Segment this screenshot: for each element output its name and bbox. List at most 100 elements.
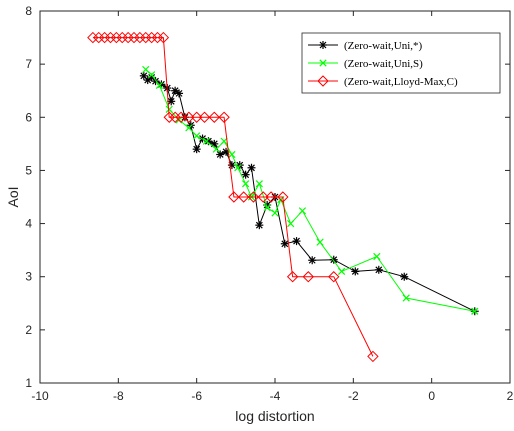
series-2-point (287, 219, 295, 228)
series-3-point (163, 111, 175, 123)
series-2-point-stroke (263, 204, 271, 212)
series-3-point-shape (93, 31, 105, 44)
series-1-point (241, 170, 250, 179)
series-3-point (237, 191, 250, 203)
series-3-point-shape (247, 191, 260, 203)
series-2-point-stroke (373, 252, 381, 261)
series-2-point-stroke (287, 219, 295, 228)
series-3-point-shape (257, 191, 269, 203)
series-2-point-stroke (193, 132, 201, 140)
series-3-line (92, 37, 374, 357)
legend-label-2: (Zero-wait,Uni,S) (344, 58, 423, 70)
legend-swatch-marker-3-shape (317, 75, 329, 87)
x-tick-label: -10 (31, 389, 49, 403)
legend: (Zero-wait,Uni,*) (Zero-wait,Uni,S) (Zero-… (301, 32, 501, 94)
series-2-point (202, 137, 211, 145)
series-2-point (471, 307, 479, 315)
series-3-point (128, 31, 140, 44)
series-3-point-shape (328, 271, 340, 283)
legend-swatch-marker-1 (319, 41, 327, 49)
y-tick-label: 2 (25, 323, 32, 337)
series-3-point-shape (157, 31, 170, 44)
series-3-point (302, 271, 314, 283)
series-2-point-stroke (148, 71, 156, 79)
series-3-point (183, 111, 195, 123)
y-tick-label: 6 (25, 110, 32, 124)
series-2-point-stroke (471, 307, 479, 315)
series-3-point-shape (218, 111, 230, 123)
series-1-point-stroke (204, 137, 212, 145)
series-1-point (247, 163, 256, 172)
series-2-point-stroke (228, 150, 236, 159)
series-3-point-shape (163, 111, 175, 123)
series-1-point (292, 237, 301, 246)
series-3-point (198, 111, 211, 123)
series-3-point-shape (110, 31, 123, 44)
series-3-point (87, 31, 99, 44)
series-3-point (151, 31, 164, 44)
series-3-point (257, 191, 269, 203)
series-3-point (104, 31, 117, 44)
series-3-point (175, 111, 187, 123)
series-3-point-shape (98, 31, 111, 44)
series-3-point-shape (265, 191, 277, 203)
series-1-point-stroke (140, 72, 148, 80)
series-3-point-shape (116, 31, 128, 44)
series-2-point (255, 180, 263, 188)
legend-label-3: (Zero-wait,Lloyd-Max,C) (344, 76, 458, 88)
series-1-point-stroke (330, 256, 338, 264)
legend-swatch-marker-2 (319, 59, 327, 67)
y-tick-label: 3 (25, 270, 32, 284)
series-2-point (212, 145, 220, 153)
series-1-point-stroke (175, 89, 183, 97)
x-tick-label: -6 (191, 389, 202, 403)
series-3-point-shape (190, 111, 203, 123)
series-1-point-stroke (144, 76, 152, 84)
series-2-point-stroke (212, 145, 220, 153)
series-3-point (190, 111, 203, 123)
series-1-point (308, 256, 317, 265)
series-2-point-stroke (142, 65, 150, 74)
series-1-point-stroke (148, 74, 156, 81)
legend-swatch-marker-2-stroke (319, 59, 327, 67)
series-3-point (134, 31, 146, 44)
series-2-point-stroke (316, 238, 324, 246)
series-2-point (228, 150, 236, 159)
y-tick-label: 1 (25, 376, 32, 390)
series-1-point (400, 272, 409, 281)
series-3-point-shape (145, 31, 158, 44)
series-3-point (218, 111, 230, 123)
series-3-point-shape (175, 111, 187, 123)
series-3-point-shape (237, 191, 250, 203)
series-1-point (374, 265, 383, 274)
series-3-point (228, 191, 240, 203)
legend-swatch-marker-3 (317, 75, 329, 87)
series-3-point-shape (140, 31, 152, 44)
series-2-point (263, 204, 271, 212)
series-2-point (148, 71, 156, 79)
series-1-point-stroke (255, 221, 263, 229)
series-1-point (171, 86, 180, 95)
legend-swatch-marker-1-stroke (319, 41, 327, 49)
series-2-point (142, 65, 150, 74)
series-3-point (367, 350, 379, 363)
series-3-point-shape (122, 31, 134, 44)
series-1-point-stroke (281, 240, 289, 248)
series-3-point (277, 191, 289, 203)
series-3-point-shape (277, 191, 289, 203)
tick-layer: -10 -8 -6 -4 -2 0 2 1 2 3 4 5 6 7 8 (25, 4, 513, 403)
series-3-point-shape (169, 111, 181, 123)
x-tick-label: -8 (113, 389, 124, 403)
series-2-point (165, 105, 173, 113)
y-axis-title: AoI (5, 186, 21, 207)
y-tick-label: 8 (25, 4, 32, 18)
series-2-point (185, 124, 193, 132)
x-tick-label: 0 (428, 389, 435, 403)
series-2-point-stroke (155, 81, 164, 90)
x-axis-title: log distortion (235, 408, 314, 424)
series-1-point-stroke (216, 151, 224, 158)
series-2-point (298, 207, 307, 215)
series-1-point-stroke (193, 145, 201, 153)
series-2-point-stroke (255, 180, 263, 188)
